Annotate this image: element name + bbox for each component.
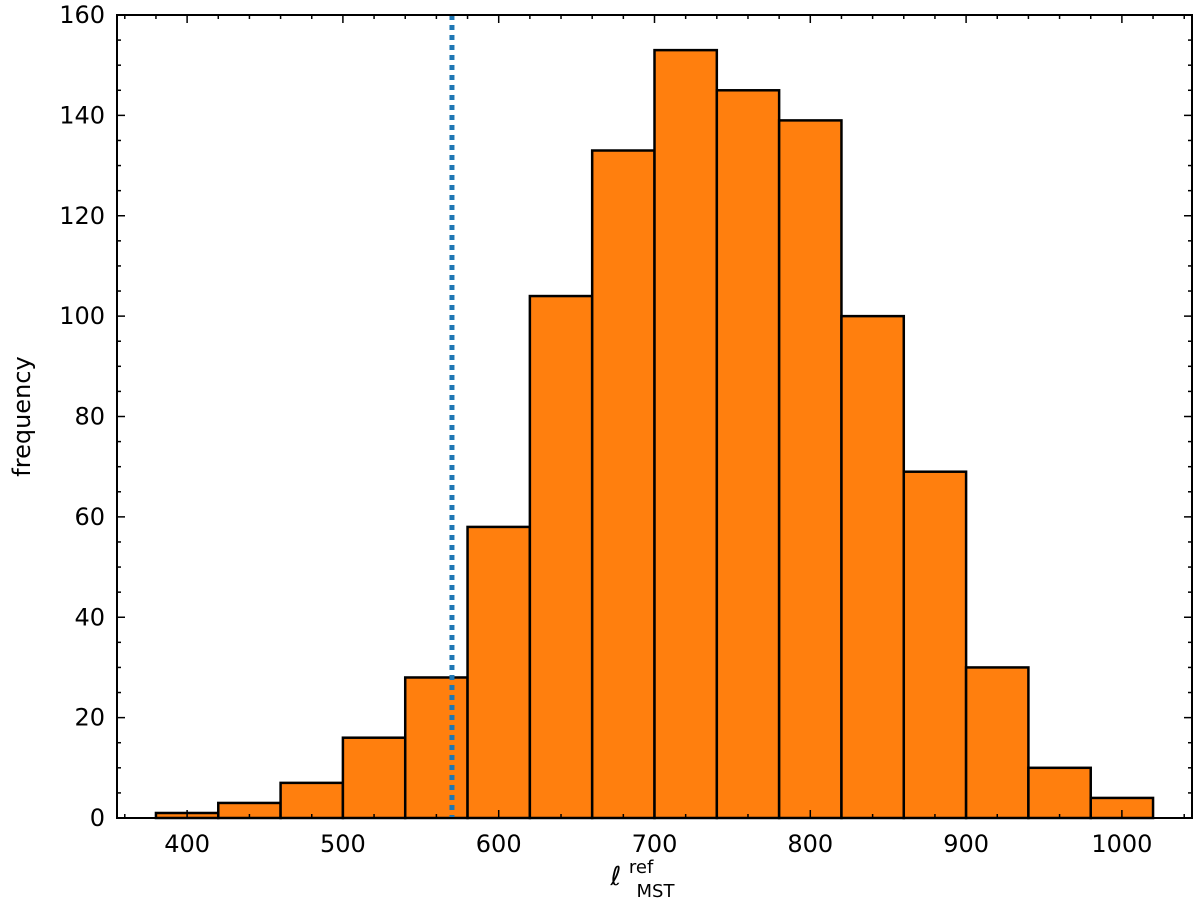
x-tick-label: 600 [476, 830, 522, 858]
histogram-bar [528, 294, 594, 820]
x-tick-label: 800 [787, 830, 833, 858]
histogram-bar [964, 666, 1030, 820]
y-tick-label: 60 [74, 503, 105, 531]
bars-group [154, 48, 1155, 820]
x-tick-label: 500 [320, 830, 366, 858]
y-tick-label: 100 [59, 302, 105, 330]
y-tick-label: 140 [59, 101, 105, 129]
histogram-bar [403, 676, 469, 820]
histogram-bar [840, 314, 906, 820]
tick-labels-group: 400 500 600 700 800 900 1000 0 20 40 60 80 100 120 140… [59, 1, 1152, 858]
y-axis-label: frequency [8, 356, 36, 476]
x-tick-label: 900 [943, 830, 989, 858]
histogram-bar [466, 525, 532, 820]
x-axis-label-main: ℓ [610, 862, 622, 892]
x-axis-label-superscript: ref [629, 857, 654, 878]
histogram-bar [902, 470, 968, 820]
histogram-bar [590, 149, 656, 820]
x-tick-label: 1000 [1091, 830, 1152, 858]
plot-frame [116, 14, 1193, 819]
y-tick-label: 40 [74, 603, 105, 631]
y-tick-label: 20 [74, 704, 105, 732]
histogram-bar [279, 781, 345, 820]
x-axis-label-subscript: MST [637, 881, 676, 902]
y-tick-label: 120 [59, 202, 105, 230]
histogram-bar [341, 736, 407, 820]
histogram-bar [777, 119, 843, 820]
histogram-bar [715, 89, 781, 820]
x-tick-label: 700 [632, 830, 678, 858]
x-axis-label: ℓ ref MST [610, 851, 676, 902]
y-tick-label: 80 [74, 403, 105, 431]
histogram-bar [1027, 766, 1092, 820]
y-tick-label: 160 [59, 1, 105, 29]
y-tick-label: 0 [90, 804, 105, 832]
x-tick-label: 400 [164, 830, 210, 858]
histogram-bar [653, 48, 719, 820]
